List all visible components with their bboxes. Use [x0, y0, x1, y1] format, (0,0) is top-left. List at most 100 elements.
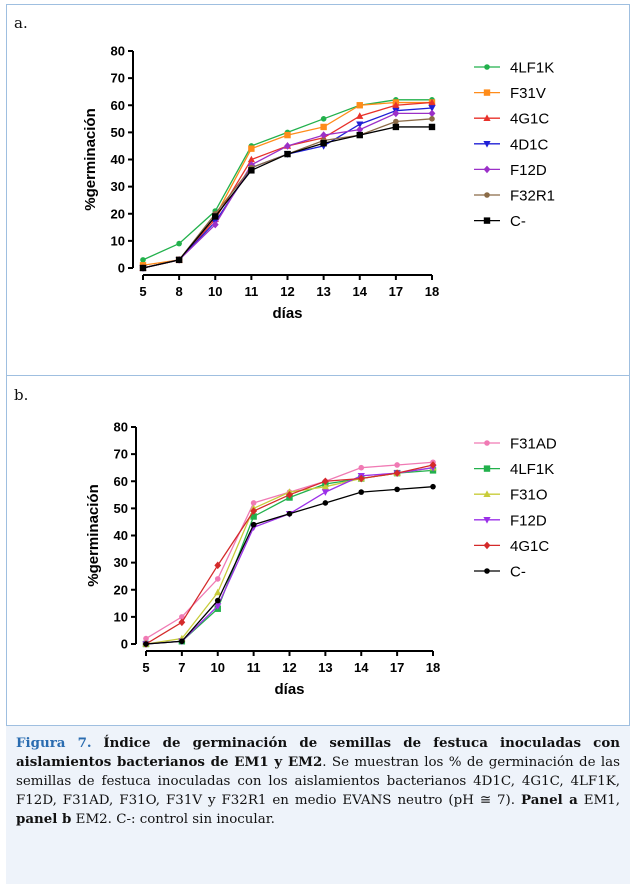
- legend-marker: [484, 64, 490, 70]
- data-point: [429, 461, 437, 469]
- x-tick-label: 5: [142, 660, 149, 675]
- legend-entry: F12D: [474, 512, 547, 529]
- y-tick-label: 0: [121, 637, 128, 652]
- data-point: [356, 102, 363, 109]
- data-point: [214, 576, 221, 582]
- legend-label: F12D: [510, 512, 547, 529]
- y-tick-label: 10: [111, 233, 125, 248]
- data-point: [250, 513, 257, 520]
- legend-label: F31V: [510, 85, 546, 102]
- x-tick-label: 14: [354, 660, 369, 675]
- legend-marker: [483, 165, 491, 174]
- data-point: [175, 256, 183, 264]
- legend-marker: [483, 217, 491, 224]
- x-tick-label: 11: [247, 660, 261, 675]
- y-tick-label: 50: [114, 501, 128, 516]
- caption-panel-a: Panel a: [520, 792, 578, 808]
- y-tick-label: 0: [118, 261, 125, 276]
- data-point: [284, 131, 291, 139]
- caption-figure-label: Figura 7.: [16, 735, 92, 751]
- x-tick-label: 18: [426, 660, 440, 675]
- data-point: [286, 511, 293, 517]
- x-tick-label: 13: [316, 284, 330, 299]
- data-point: [214, 588, 222, 596]
- y-axis-title: %germinación: [82, 108, 99, 211]
- data-point: [428, 123, 436, 131]
- data-point: [320, 131, 328, 139]
- y-tick-label: 60: [114, 474, 128, 489]
- caption-text-1: . Se muestran los % de germinación de la…: [16, 755, 620, 808]
- data-point: [178, 618, 186, 627]
- data-point: [393, 469, 401, 477]
- legend-entry: F31O: [474, 487, 548, 504]
- legend-entry: F31AD: [474, 436, 557, 453]
- series-line: [142, 101, 433, 269]
- data-point: [248, 167, 255, 174]
- data-point: [356, 131, 363, 139]
- data-point: [320, 140, 327, 147]
- x-tick-label: 12: [280, 284, 294, 299]
- data-point: [320, 123, 327, 131]
- data-point: [179, 614, 185, 620]
- data-point: [357, 474, 365, 483]
- y-tick-label: 60: [111, 98, 125, 113]
- legend-marker: [483, 490, 491, 497]
- panel-a-label: a.: [14, 14, 28, 32]
- data-point: [250, 521, 257, 528]
- x-tick-label: 8: [176, 284, 183, 299]
- x-tick-label: 14: [353, 284, 368, 299]
- legend-entry: F32R1: [474, 188, 555, 205]
- panel-b: b. 0 10 20 30 40 50 60 70 80 5 7 10 11 12 13 14 17 18 %ger…: [6, 376, 630, 726]
- x-tick-label: 10: [211, 660, 225, 675]
- x-tick-label: 12: [282, 660, 296, 675]
- y-tick-label: 80: [114, 420, 128, 435]
- data-point: [394, 486, 400, 493]
- data-point: [322, 500, 329, 506]
- data-point: [140, 257, 146, 263]
- legend-entry: 4LF1K: [474, 461, 554, 478]
- legend-label: 4D1C: [510, 136, 549, 153]
- y-tick-label: 70: [114, 447, 128, 462]
- series-4LF1K: [140, 97, 435, 263]
- x-tick-label: 11: [245, 284, 259, 299]
- data-point: [211, 220, 219, 229]
- legend-entry: C-: [474, 213, 526, 230]
- legend-entry: C-: [474, 564, 526, 581]
- chart-a: 0 10 20 30 40 50 60 70 80 5 8 10 11 12 13 14 17 18 %germin…: [82, 44, 555, 323]
- data-point: [143, 635, 149, 642]
- data-point: [320, 116, 327, 122]
- y-tick-label: 70: [111, 71, 125, 86]
- legend-label: 4LF1K: [510, 461, 554, 478]
- series-F31V: [139, 99, 436, 269]
- y-tick-label: 30: [111, 179, 125, 194]
- data-point: [250, 507, 258, 515]
- legend-entry: F12D: [474, 162, 547, 179]
- legend-marker: [483, 114, 491, 121]
- x-tick-label: 7: [178, 660, 185, 675]
- legend-marker: [483, 89, 491, 96]
- data-point: [143, 641, 149, 647]
- data-point: [139, 264, 147, 272]
- legend-entry: F31V: [474, 85, 546, 102]
- data-point: [284, 150, 291, 158]
- x-tick-label: 18: [425, 284, 439, 299]
- legend-entry: 4G1C: [474, 111, 549, 128]
- data-point: [214, 561, 222, 570]
- y-axis-title: %germinación: [85, 484, 102, 587]
- data-point: [356, 121, 364, 129]
- legend-entry: 4G1C: [474, 538, 549, 555]
- legend-marker: [483, 517, 491, 524]
- legend-label: F31AD: [510, 436, 557, 453]
- series-C-: [143, 483, 436, 647]
- x-tick-label: 13: [318, 660, 332, 675]
- y-tick-label: 80: [111, 44, 125, 59]
- data-point: [212, 213, 219, 220]
- data-point: [392, 101, 400, 109]
- data-point: [321, 482, 329, 490]
- legend-marker: [484, 440, 490, 446]
- data-point: [393, 118, 399, 125]
- y-tick-label: 50: [111, 125, 125, 140]
- caption-text-3: EM2. C-: control sin inocular.: [71, 812, 275, 827]
- legend-label: C-: [510, 213, 526, 230]
- data-point: [321, 477, 329, 486]
